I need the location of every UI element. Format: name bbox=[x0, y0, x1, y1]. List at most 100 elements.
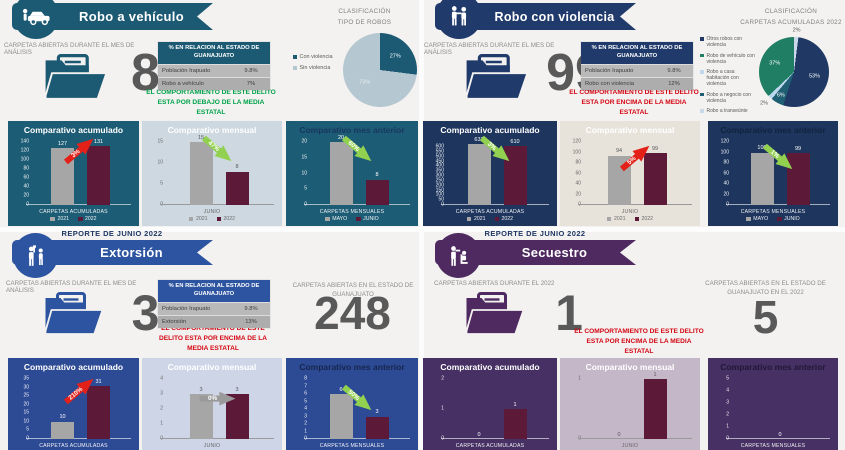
y-tick-label: 120 bbox=[720, 138, 729, 145]
y-tick-label: 35 bbox=[23, 375, 29, 382]
y-tick-label: 1 bbox=[441, 405, 444, 412]
open-cases-label: CARPETAS ABIERTAS DURANTE EL MES DE ANÁL… bbox=[4, 42, 135, 56]
violencia-mensual-chart: Comparativo mensual02040608010012094995%… bbox=[560, 121, 700, 226]
legend-swatch bbox=[50, 216, 55, 222]
plot-area: 01234330% bbox=[160, 376, 274, 441]
x-axis-line bbox=[304, 438, 410, 439]
table-row: Robo a vehículo 7% bbox=[158, 76, 270, 90]
bar-2021: 3 bbox=[189, 387, 213, 439]
legend-swatch bbox=[606, 216, 612, 222]
pie-legend-item: Otros robos con violencia bbox=[700, 36, 758, 48]
y-tick-label: 100 bbox=[720, 149, 729, 156]
chart-title: Comparativo acumulado bbox=[440, 125, 540, 135]
extortion-icon-circle bbox=[13, 233, 58, 278]
x-axis-line bbox=[578, 204, 692, 205]
robo-con-violencia-banner-title: Robo con violencia bbox=[494, 9, 615, 24]
y-tick-label: 100 bbox=[20, 156, 29, 163]
bar-2022: 8 bbox=[225, 164, 249, 205]
vehiculo-acumulado-chart: Comparativo acumulado0204060801001201401… bbox=[8, 121, 139, 226]
legend-swatch bbox=[634, 216, 639, 222]
y-tick-label: 15 bbox=[23, 409, 29, 416]
chart-title: Comparativo mensual bbox=[585, 362, 675, 372]
y-tick-label: 5 bbox=[304, 185, 307, 192]
y-tick-label: 450 bbox=[435, 158, 444, 165]
open-cases-label: CARPETAS ABIERTAS DURANTE EL MES DE ANÁL… bbox=[6, 280, 137, 294]
pie-legend-swatch bbox=[700, 70, 704, 74]
x-axis-line bbox=[160, 438, 274, 439]
bar-2021: 15 bbox=[189, 135, 213, 205]
legend-item: 2022 bbox=[216, 216, 235, 222]
y-tick-label: 2 bbox=[304, 420, 307, 427]
legend-swatch bbox=[466, 216, 472, 222]
legend-item: MAYO bbox=[746, 216, 768, 222]
bar-value-label: 99 bbox=[794, 145, 802, 152]
x-axis-title: CARPETAS MENSUALES bbox=[319, 443, 385, 449]
bar-value-label: 8 bbox=[235, 164, 239, 170]
y-tick-label: 40 bbox=[723, 180, 729, 187]
x-axis-line bbox=[726, 204, 830, 205]
legend-swatch bbox=[746, 216, 751, 222]
table-header: % EN RELACION AL ESTADO DE GUANAJUATO bbox=[581, 42, 693, 64]
pie-legend-label: Otros robos con violencia bbox=[706, 36, 743, 48]
bar-2022: 3 bbox=[225, 387, 249, 439]
clasificacion-tipo-de-robos-pie bbox=[343, 33, 417, 107]
pie-title-line: CLASIFICACIÓN bbox=[338, 8, 391, 15]
pie-slice-label: 2% bbox=[792, 27, 801, 34]
table-header: % EN RELACION AL ESTADO DE GUANAJUATO bbox=[158, 280, 270, 302]
legend-swatch bbox=[325, 216, 330, 222]
table-row: Robo con violencia 12% bbox=[581, 76, 693, 90]
clasificacion-carpetas-acumuladas-2022-pie bbox=[759, 37, 829, 107]
open-cases-label: CARPETAS ABIERTAS DURANTE EL MES DE ANÁL… bbox=[424, 42, 555, 56]
x-axis-title: CARPETAS ACUMULADAS bbox=[39, 443, 108, 449]
x-axis-line bbox=[578, 438, 692, 439]
pie-legend: Con violencia Sin violencia bbox=[293, 54, 351, 76]
behavior-note: EL COMPORTAMIENTO DE ESTE DELITO ESTA PO… bbox=[146, 89, 276, 116]
open-cases-value: 3 bbox=[131, 285, 160, 341]
pie-legend-item: Robo de vehículo con violencia bbox=[700, 53, 758, 65]
table-row: Población Irapuato 9.8% bbox=[581, 63, 693, 77]
legend-swatch bbox=[777, 216, 782, 222]
violent-robbery-icon-circle bbox=[436, 0, 482, 39]
bar-2022: 610 bbox=[503, 139, 527, 205]
legend-item: 2022 bbox=[494, 216, 513, 222]
legend-item: 2021 bbox=[466, 216, 486, 222]
x-axis-title: CARPETAS ACUMULADAS bbox=[39, 209, 108, 215]
pie-slice-label: 2% bbox=[760, 100, 769, 107]
pie-legend-item: Sin violencia bbox=[293, 65, 351, 72]
x-axis-title: CARPETAS MENSUALES bbox=[740, 209, 806, 215]
open-cases-label: CARPETAS ABIERTAS DURANTE EL 2022 bbox=[434, 280, 555, 287]
legend-item: 2022 bbox=[78, 216, 97, 222]
y-tick-label: 3 bbox=[160, 390, 163, 397]
y-tick-label: 60 bbox=[723, 170, 729, 177]
table-row-label: Población Irapuato bbox=[162, 67, 211, 74]
bar-value-label: 1 bbox=[513, 401, 517, 408]
y-tick-label: 40 bbox=[23, 183, 29, 190]
legend-item: 2021 bbox=[188, 216, 208, 222]
folder-icon bbox=[43, 292, 105, 342]
y-tick-label: 200 bbox=[435, 182, 444, 189]
y-tick-label: 8 bbox=[304, 375, 307, 382]
pie-slice-label: 53% bbox=[808, 72, 820, 79]
vertical-divider bbox=[419, 0, 424, 450]
table-row-value: 13% bbox=[245, 318, 257, 325]
plot-area: 0204060801001201401271313% bbox=[21, 142, 131, 207]
table-row-value: 9.8% bbox=[244, 305, 258, 312]
y-tick-label: 20 bbox=[575, 191, 581, 198]
table-row-value: 7% bbox=[246, 80, 256, 87]
y-tick-label: 120 bbox=[572, 138, 581, 145]
y-tick-label: 1 bbox=[578, 375, 581, 382]
bar-value-label: 0 bbox=[778, 431, 782, 438]
table-row: Población Irapuato 9.8% bbox=[158, 63, 270, 77]
bars: 15 8 bbox=[166, 135, 272, 205]
x-axis-title: CARPETAS MENSUALES bbox=[740, 443, 806, 449]
extorsion-banner-title: Extorsión bbox=[100, 245, 163, 260]
y-tick-label: 120 bbox=[20, 147, 29, 154]
plot-area: 05101515847% bbox=[157, 135, 274, 207]
y-tick-label: 100 bbox=[435, 191, 444, 198]
horizontal-divider bbox=[0, 227, 845, 232]
y-tick-label: 1 bbox=[726, 423, 729, 430]
